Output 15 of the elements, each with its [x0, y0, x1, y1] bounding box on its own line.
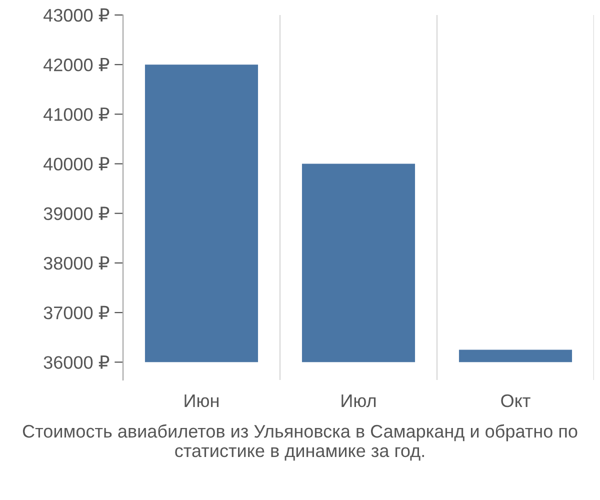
y-tick-label: 40000 ₽: [44, 157, 110, 170]
y-tick-label: 43000 ₽: [44, 8, 110, 22]
bar: [458, 350, 572, 362]
x-tick-label: Июн: [184, 394, 218, 408]
text: Стоимость авиабилетов из Ульяновска в Самарканд и обратно по статистике в динамике за год.: [22, 424, 578, 461]
y-tick-label: 39000 ₽: [44, 206, 110, 220]
y-tick-label: 36000 ₽: [44, 356, 110, 369]
y-tick-label: 42000 ₽: [44, 58, 110, 72]
x-tick-label: Окт: [501, 394, 530, 408]
bar: [302, 164, 416, 362]
y-tick-label: 37000 ₽: [44, 306, 110, 320]
x-tick-label: Июл: [342, 394, 376, 408]
bar: [144, 64, 258, 362]
y-tick-label: 38000 ₽: [44, 256, 110, 270]
y-tick-label: 41000 ₽: [44, 108, 110, 121]
